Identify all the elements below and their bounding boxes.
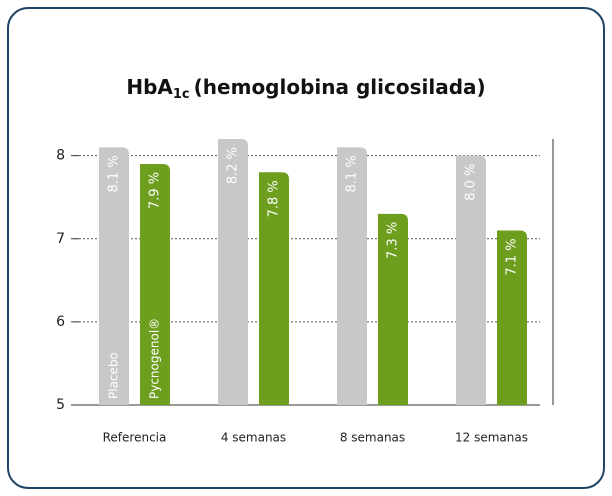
y-tick-label: 6 xyxy=(56,314,65,330)
title-subscript: 1c xyxy=(173,87,190,102)
x-tick-label: 12 semanas xyxy=(455,431,528,445)
value-label: 7.8 % xyxy=(267,180,282,217)
x-tick-label: 8 semanas xyxy=(340,431,405,445)
legend-label: Pycnogenol® xyxy=(148,318,162,399)
x-tick-label: 4 semanas xyxy=(221,431,286,445)
legend-label: Placebo xyxy=(107,352,121,399)
y-tick-label: 7 xyxy=(56,231,65,247)
value-label: 8.1 % xyxy=(345,155,360,192)
title-rest: (hemoglobina glicosilada) xyxy=(194,75,486,99)
bar xyxy=(259,172,289,405)
bar xyxy=(378,213,408,405)
value-label: 7.1 % xyxy=(505,238,520,275)
bar xyxy=(497,230,527,405)
value-label: 7.9 % xyxy=(148,172,163,209)
bar xyxy=(337,147,367,405)
chart-title: HbA1c (hemoglobina glicosilada) xyxy=(126,75,485,102)
value-label: 8.0 % xyxy=(464,164,479,201)
x-tick-label: Referencia xyxy=(103,431,167,445)
bar xyxy=(140,163,170,405)
y-tick-label: 5 xyxy=(56,397,65,413)
bar xyxy=(218,139,248,405)
title-main: HbA xyxy=(126,75,173,99)
y-tick-label: 8 xyxy=(56,148,65,164)
bar xyxy=(456,155,486,405)
value-label: 8.2 % xyxy=(226,147,241,184)
value-label: 8.1 % xyxy=(107,155,122,192)
bar xyxy=(99,147,129,405)
value-label: 7.3 % xyxy=(386,222,401,259)
